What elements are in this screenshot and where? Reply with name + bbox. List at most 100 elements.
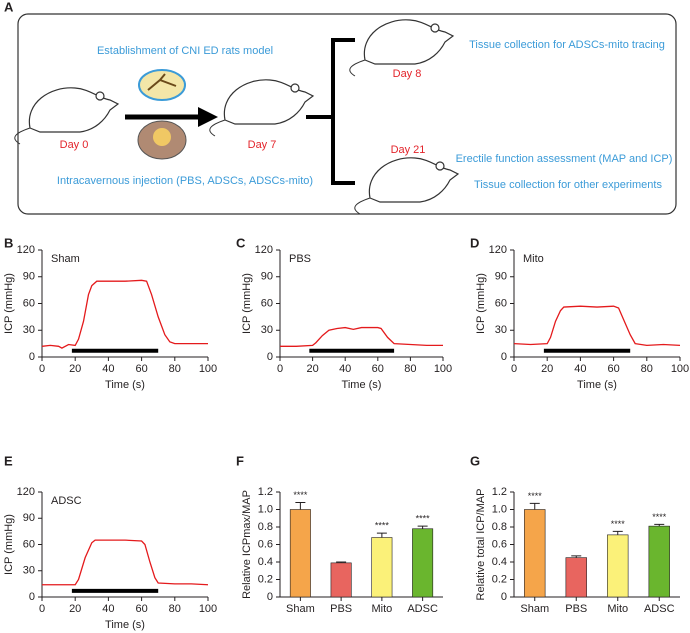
day-label: Day 0	[60, 139, 89, 151]
y-tick-label: 0.8	[492, 521, 507, 533]
x-tick-label: 40	[102, 363, 114, 375]
y-tick-label: 120	[489, 244, 507, 256]
x-tick-label: 40	[102, 603, 114, 615]
y-tick-label: 0	[267, 591, 273, 603]
y-axis-label: Relative ICPmax/MAP	[241, 490, 253, 599]
arrow	[198, 107, 218, 127]
nerve-icon	[147, 73, 177, 91]
x-axis-label: Time (s)	[577, 379, 617, 391]
x-tick-label: 80	[404, 363, 416, 375]
x-tick-label: 0	[511, 363, 517, 375]
panel-frame	[17, 13, 677, 215]
panel-title: Sham	[51, 253, 80, 265]
x-tick-label: 100	[199, 363, 217, 375]
y-axis-label: ICP (mmHg)	[475, 273, 487, 334]
y-tick-label: 1.2	[492, 486, 507, 498]
y-tick-label: 0	[501, 351, 507, 363]
y-tick-label: 0.2	[492, 573, 507, 585]
annotation: Tissue collection for other experiments	[474, 179, 662, 191]
rat-icon	[209, 79, 315, 137]
rat-icon	[354, 157, 460, 215]
icp-trace	[513, 305, 681, 347]
y-tick-label: 30	[23, 324, 35, 336]
y-tick-label: 120	[17, 486, 35, 498]
x-axis-label: Time (s)	[105, 619, 145, 631]
x-tick-label: 60	[135, 363, 147, 375]
day-label: Day 7	[248, 139, 277, 151]
y-tick-label: 90	[23, 271, 35, 283]
y-tick-label: 0	[501, 591, 507, 603]
bar	[289, 509, 311, 598]
panel-label: B	[4, 235, 13, 250]
day-label: Day 8	[393, 68, 422, 80]
panel-label: A	[4, 0, 14, 14]
x-tick-label: 80	[641, 363, 653, 375]
y-tick-label: 0.6	[492, 538, 507, 550]
y-tick-label: 30	[261, 324, 273, 336]
panel-title: ADSC	[51, 495, 82, 507]
x-tick-label: 60	[607, 363, 619, 375]
bar	[565, 557, 587, 598]
y-tick-label: 120	[255, 244, 273, 256]
significance: ****	[375, 521, 390, 531]
x-tick-label: 20	[69, 363, 81, 375]
y-tick-label: 90	[23, 512, 35, 524]
y-tick-label: 0	[29, 351, 35, 363]
x-tick-label: 60	[372, 363, 384, 375]
y-axis-label: ICP (mmHg)	[3, 273, 15, 334]
x-tick-label: Mito	[371, 603, 392, 615]
bar	[648, 525, 670, 598]
panel-label: C	[236, 235, 246, 250]
panel-title: PBS	[289, 253, 311, 265]
y-tick-label: 120	[17, 244, 35, 256]
x-tick-label: 80	[169, 363, 181, 375]
nerve-icon	[138, 69, 186, 101]
annotation: Intracavernous injection (PBS, ADSCs, AD…	[57, 175, 313, 187]
y-tick-label: 0.8	[258, 521, 273, 533]
bar	[371, 537, 393, 598]
y-tick-label: 0	[267, 351, 273, 363]
x-tick-label: 80	[169, 603, 181, 615]
y-tick-label: 90	[495, 271, 507, 283]
x-tick-label: PBS	[330, 603, 352, 615]
y-tick-label: 60	[261, 297, 273, 309]
y-axis-label: ICP (mmHg)	[241, 273, 253, 334]
y-tick-label: 1.0	[258, 503, 273, 515]
icp-trace	[42, 539, 209, 586]
x-tick-label: ADSC	[644, 603, 675, 615]
panel-label: G	[470, 453, 480, 468]
significance: ****	[652, 512, 667, 522]
y-tick-label: 0.6	[258, 538, 273, 550]
x-tick-label: 20	[69, 603, 81, 615]
y-tick-label: 0.4	[258, 556, 273, 568]
y-tick-label: 60	[23, 538, 35, 550]
y-tick-label: 90	[261, 271, 273, 283]
x-tick-label: 60	[135, 603, 147, 615]
icp-trace	[280, 326, 443, 347]
x-tick-label: 40	[339, 363, 351, 375]
x-tick-label: 20	[541, 363, 553, 375]
x-tick-label: ADSC	[407, 603, 438, 615]
panel-label: F	[236, 453, 244, 468]
x-tick-label: Sham	[520, 603, 549, 615]
y-tick-label: 60	[495, 297, 507, 309]
bracket	[306, 38, 355, 185]
y-tick-label: 0.2	[258, 573, 273, 585]
significance: ****	[293, 490, 308, 500]
annotation: Erectile function assessment (MAP and IC…	[456, 153, 673, 165]
icp-trace	[41, 279, 208, 349]
y-tick-label: 0	[29, 591, 35, 603]
annotation: Establishment of CNI ED rats model	[97, 45, 273, 57]
x-tick-label: 100	[199, 603, 217, 615]
significance: ****	[416, 514, 431, 524]
x-tick-label: Mito	[607, 603, 628, 615]
bar	[524, 509, 546, 598]
annotation: Tissue collection for ADSCs-mito tracing	[469, 39, 665, 51]
panel-title: Mito	[523, 253, 544, 265]
x-tick-label: Sham	[286, 603, 315, 615]
y-tick-label: 30	[495, 324, 507, 336]
x-tick-label: 0	[39, 363, 45, 375]
x-tick-label: 100	[671, 363, 689, 375]
x-tick-label: 20	[306, 363, 318, 375]
